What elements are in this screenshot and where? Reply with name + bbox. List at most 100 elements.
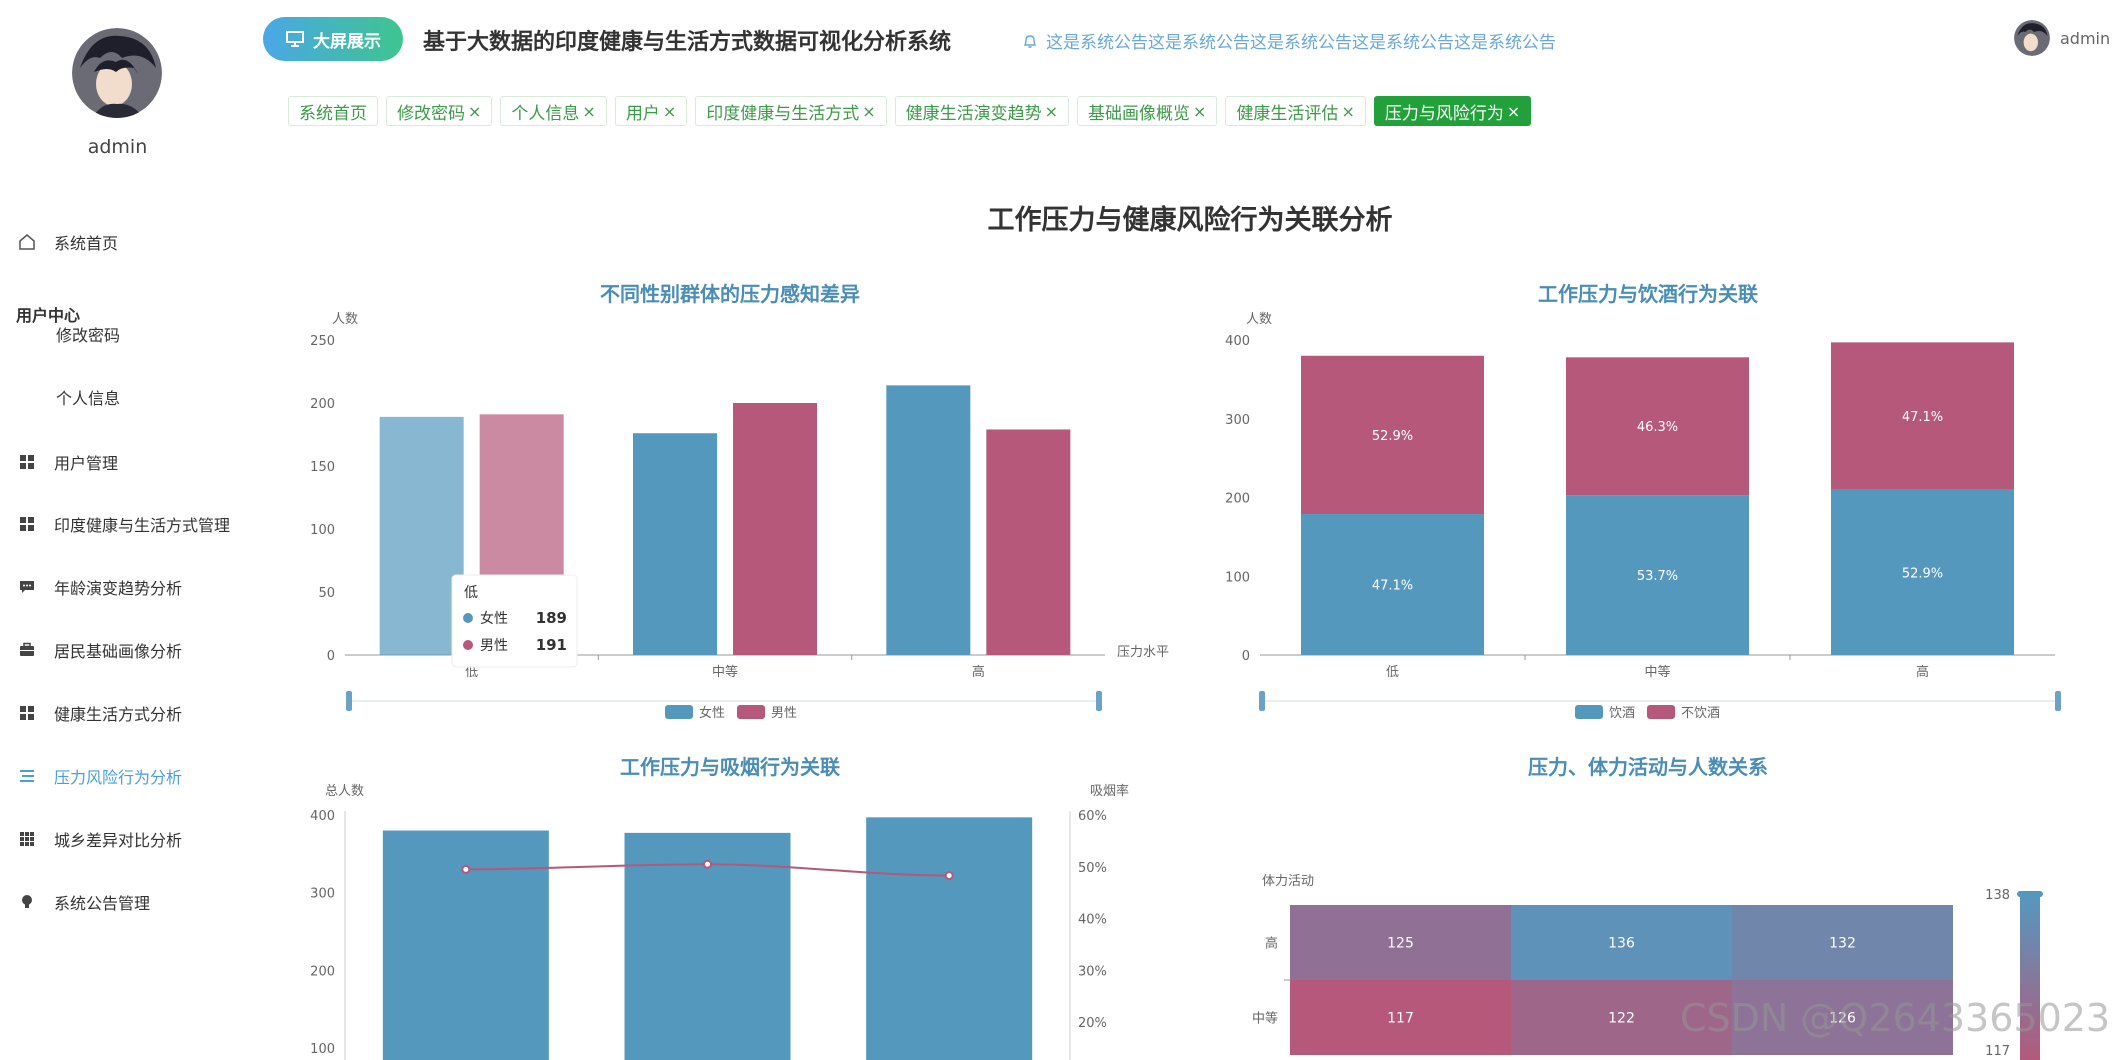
tab-change-password[interactable]: 修改密码 × <box>386 96 493 126</box>
y-tick-right-label: 40% <box>1078 913 1107 928</box>
close-icon[interactable]: × <box>582 101 596 121</box>
tab-home[interactable]: 系统首页 <box>288 96 378 126</box>
chart-drinking[interactable]: 人数 0 100 200 300 400 低 47.1% 52.9% 中等 53.7% 46.3% 高 5… <box>1220 305 2100 725</box>
tab-profile[interactable]: 基础画像概览 × <box>1077 96 1218 126</box>
sidebar-item-label: 健康生活方式分析 <box>54 705 183 724</box>
tab-label: 印度健康与生活方式 <box>706 103 860 124</box>
y-tick-label: 300 <box>310 887 335 902</box>
y-tick-right-label: 30% <box>1078 964 1107 979</box>
sidebar-item-label: 个人信息 <box>56 389 121 408</box>
sidebar-item-label: 系统首页 <box>54 234 119 253</box>
smoking-rate-point <box>461 864 471 874</box>
tab-stress-risk[interactable]: 压力与风险行为 × <box>1373 96 1532 126</box>
legend-swatch <box>1647 705 1675 719</box>
bar-女性 <box>379 416 464 655</box>
bar-data-label: 46.3% <box>1637 420 1678 435</box>
data-zoom-handle-right <box>2055 691 2061 711</box>
heatmap-cell-label: 122 <box>1608 1011 1635 1027</box>
close-icon[interactable]: × <box>862 101 876 121</box>
sidebar-item-age-trend[interactable]: 年龄演变趋势分析 <box>0 567 182 607</box>
bar-不饮酒 <box>1301 355 1484 515</box>
bar-饮酒 <box>1301 514 1484 655</box>
user-avatar[interactable] <box>72 28 162 118</box>
legend-label: 男性 <box>771 706 797 721</box>
y-tick-label: 0 <box>327 649 335 664</box>
tooltip-value: 189 <box>536 609 567 627</box>
visual-map-max-label: 138 <box>1985 888 2010 903</box>
tab-personal-info[interactable]: 个人信息 × <box>500 96 607 126</box>
bar-不饮酒 <box>1831 342 2014 490</box>
x-tick-label: 低 <box>465 665 478 680</box>
big-screen-label: 大屏展示 <box>313 31 381 52</box>
tooltip-value: 191 <box>536 636 567 654</box>
sidebar-item-stress-risk[interactable]: 压力风险行为分析 <box>0 756 182 796</box>
system-notice[interactable]: 这是系统公告这是系统公告这是系统公告这是系统公告这是系统公告 <box>1022 28 1556 53</box>
sidebar-item-notice-management[interactable]: 系统公告管理 <box>0 882 150 922</box>
x-axis-label: 压力水平 <box>1117 645 1169 660</box>
tab-label: 基础画像概览 <box>1088 103 1191 124</box>
tab-bar: 系统首页 修改密码 × 个人信息 × 用户 × 印度健康与生活方式 × 健康生活演变趋势… <box>288 96 1539 126</box>
close-icon[interactable]: × <box>1506 101 1521 121</box>
tab-label: 修改密码 <box>397 103 465 124</box>
sidebar-item-label: 压力风险行为分析 <box>54 768 183 787</box>
big-screen-button[interactable]: 大屏展示 <box>263 17 403 61</box>
tab-trend[interactable]: 健康生活演变趋势 × <box>894 96 1070 126</box>
close-icon[interactable]: × <box>662 101 677 121</box>
tab-assessment[interactable]: 健康生活评估 × <box>1225 96 1366 126</box>
data-zoom-handle-right <box>1096 691 1102 711</box>
tooltip-title: 低 <box>464 585 478 601</box>
chart-smoking[interactable]: 总人数 吸烟率 100 200 300 400 20% 30% 40% 50% 60% <box>300 775 1180 1060</box>
x-tick-label: 中等 <box>712 664 738 680</box>
close-icon[interactable]: × <box>1193 101 1207 121</box>
close-icon[interactable]: × <box>1341 101 1355 121</box>
close-icon[interactable]: × <box>468 101 482 121</box>
sidebar-item-home[interactable]: 系统首页 <box>0 222 118 262</box>
legend-swatch <box>1575 705 1603 719</box>
x-tick-label: 高 <box>972 664 985 680</box>
close-icon[interactable]: × <box>1044 101 1059 121</box>
user-menu[interactable]: admin <box>2014 20 2110 56</box>
chart-title-gender-stress: 不同性别群体的压力感知差异 <box>600 282 860 306</box>
y-axis-label: 总人数 <box>325 784 364 799</box>
y-tick-label: 150 <box>310 460 335 475</box>
sidebar-item-label: 年龄演变趋势分析 <box>54 579 183 598</box>
smoking-rate-point <box>703 859 712 869</box>
x-tick-label: 低 <box>1386 665 1399 680</box>
legend-swatch <box>665 705 693 719</box>
bar-饮酒 <box>1566 495 1749 655</box>
tab-user[interactable]: 用户 × <box>614 96 688 126</box>
sidebar-item-change-password[interactable]: 修改密码 <box>20 314 120 354</box>
bar-男性 <box>986 429 1071 655</box>
tab-lifestyle[interactable]: 印度健康与生活方式 × <box>695 96 887 126</box>
bar-data-label: 52.9% <box>1902 566 1943 581</box>
page-title: 工作压力与健康风险行为关联分析 <box>987 205 1393 236</box>
sidebar-item-urban-rural[interactable]: 城乡差异对比分析 <box>0 819 182 859</box>
bar-data-label: 53.7% <box>1637 569 1678 584</box>
heatmap-cell-label: 117 <box>1387 1011 1414 1027</box>
x-tick-label: 中等 <box>1644 664 1670 680</box>
heatmap-cell-label: 132 <box>1829 936 1856 952</box>
y-tick-label: 400 <box>310 809 335 824</box>
tab-label: 健康生活演变趋势 <box>905 103 1042 124</box>
y-tick-label: 200 <box>1225 492 1250 507</box>
tooltip-series: 女性 <box>480 610 508 627</box>
sidebar-item-user-management[interactable]: 用户管理 <box>0 442 118 482</box>
tooltip-box <box>451 574 578 668</box>
bar-女性 <box>633 433 717 655</box>
sidebar-item-label: 居民基础画像分析 <box>54 642 183 661</box>
legend-label: 女性 <box>699 705 725 721</box>
y-tick-label: 100 <box>1225 570 1250 585</box>
y-tick-label: 0 <box>1242 649 1250 664</box>
sidebar-item-personal-info[interactable]: 个人信息 <box>20 377 120 417</box>
heatmap-cell <box>1732 980 1953 1055</box>
sidebar-item-healthy-lifestyle[interactable]: 健康生活方式分析 <box>0 693 182 733</box>
y-tick-label: 100 <box>310 523 335 538</box>
sidebar-item-resident-profile[interactable]: 居民基础画像分析 <box>0 630 182 670</box>
y-tick-right-label: 20% <box>1078 1016 1107 1031</box>
visual-map-min-label: 117 <box>1985 1044 2010 1059</box>
tab-label: 健康生活评估 <box>1236 103 1339 124</box>
home-icon <box>18 233 36 251</box>
sidebar-item-lifestyle-management[interactable]: 印度健康与生活方式管理 <box>0 504 230 544</box>
